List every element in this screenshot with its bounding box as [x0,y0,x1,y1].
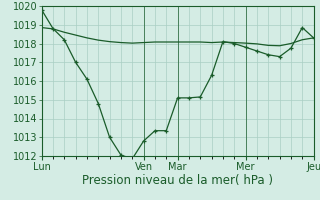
X-axis label: Pression niveau de la mer( hPa ): Pression niveau de la mer( hPa ) [82,174,273,187]
